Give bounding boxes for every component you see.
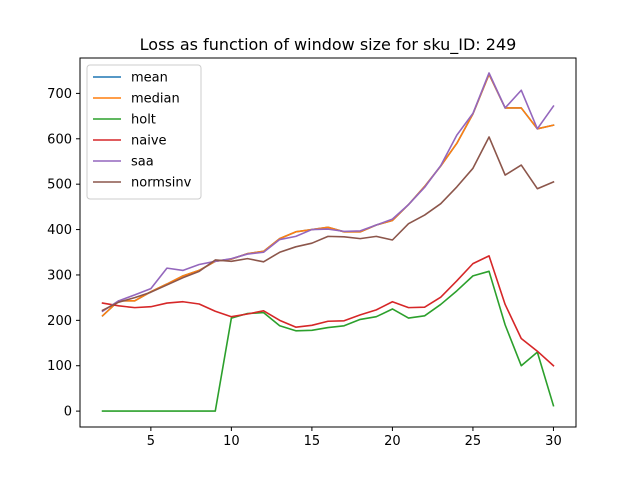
x-tick-label: 30 <box>545 434 562 449</box>
series-line-holt <box>101 270 555 412</box>
legend-label-saa: saa <box>131 155 154 170</box>
chart-title: Loss as function of window size for sku_… <box>140 35 517 55</box>
plot-frame <box>79 57 577 428</box>
series-line-normsinv <box>101 136 555 312</box>
y-tick-label: 0 <box>64 405 72 420</box>
legend-label-naive: naive <box>131 134 167 149</box>
x-tick-label: 25 <box>465 434 482 449</box>
legend-label-mean: mean <box>131 71 168 86</box>
series-layer <box>101 72 555 412</box>
legend-label-holt: holt <box>131 113 156 128</box>
y-tick-label: 700 <box>47 87 72 102</box>
y-tick-label: 100 <box>47 359 72 374</box>
x-tick-label: 10 <box>223 434 240 449</box>
y-tick-label: 200 <box>47 314 72 329</box>
y-tick-label: 400 <box>47 223 72 238</box>
y-tick-label: 300 <box>47 268 72 283</box>
x-tick-label: 15 <box>304 434 321 449</box>
series-line-naive <box>101 255 555 367</box>
y-tick-label: 500 <box>47 178 72 193</box>
y-tick-label: 600 <box>47 132 72 147</box>
legend: mean median holt naive saa normsinv <box>86 64 202 200</box>
legend-label-median: median <box>131 92 180 107</box>
x-tick-label: 5 <box>147 434 155 449</box>
legend-label-normsinv: normsinv <box>131 176 192 191</box>
x-tick-label: 20 <box>384 434 401 449</box>
series-line-saa <box>101 72 555 313</box>
